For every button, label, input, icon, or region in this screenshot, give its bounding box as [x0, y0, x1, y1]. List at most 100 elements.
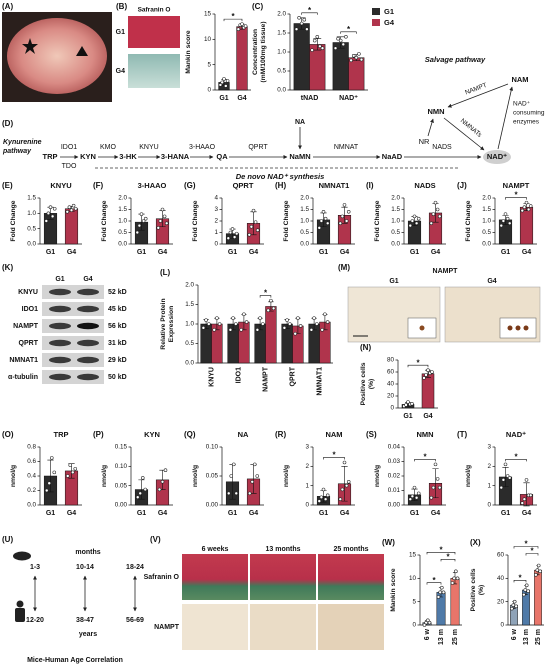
data-point [251, 208, 256, 213]
label: (S) [366, 430, 377, 439]
bar [534, 569, 542, 626]
label: 25 m [452, 629, 459, 645]
bar [293, 23, 310, 91]
data-point [222, 77, 226, 81]
data-point [50, 214, 55, 219]
data-point [302, 17, 307, 22]
y-tick-label: 10 [409, 575, 417, 582]
error-bar [523, 482, 530, 507]
label: 13 m [438, 629, 445, 645]
data-point [454, 569, 458, 574]
label: * [446, 552, 450, 561]
label: G4 [522, 510, 531, 517]
data-point [438, 590, 442, 595]
data-point [520, 208, 525, 213]
y-tick-label: 3 [305, 444, 309, 451]
data-point [323, 216, 328, 221]
label: G4 [67, 249, 76, 256]
label: G1 [389, 278, 398, 285]
data-point [410, 494, 415, 499]
data-point [505, 216, 510, 221]
data-point [507, 221, 512, 226]
label: (X) [470, 538, 481, 547]
data-point [429, 221, 434, 226]
y-tick-label: 0.5 [118, 229, 127, 236]
data-point [244, 320, 249, 324]
data-point [325, 221, 330, 226]
data-point [422, 376, 426, 380]
label: G1 [116, 29, 125, 36]
data-point [416, 216, 421, 221]
blot-band [49, 305, 71, 313]
y-tick-label: 0.0 [118, 241, 127, 248]
joint-photo [7, 18, 107, 94]
bar [265, 306, 277, 364]
y-tick-label: 0.02 [388, 473, 401, 480]
data-point [522, 497, 527, 501]
y-tick-label: 0.5 [277, 68, 286, 75]
stained-cell [515, 325, 521, 331]
data-point [204, 318, 208, 322]
data-point [522, 592, 526, 597]
data-point [231, 462, 236, 467]
label: nmol/g [465, 465, 472, 487]
y-tick-label: 2.0 [185, 282, 194, 289]
significance-bracket [407, 364, 429, 368]
data-point [404, 403, 408, 407]
label: G1 [410, 510, 419, 517]
label: (J) [457, 181, 467, 190]
data-point [424, 620, 428, 625]
bar [450, 578, 460, 626]
y-tick-label: 1.0 [118, 218, 127, 225]
data-point [201, 326, 206, 330]
label: Fold Change [101, 200, 108, 241]
blot-strip [42, 319, 104, 333]
data-point [320, 46, 325, 50]
label: Positive cells [360, 362, 367, 405]
data-point [253, 220, 258, 224]
label: 6 w [511, 628, 518, 640]
data-point [228, 230, 233, 235]
label: tNAD [301, 95, 319, 102]
data-point [266, 308, 270, 313]
legend-swatch [372, 19, 380, 26]
data-point [319, 219, 324, 223]
data-point [431, 485, 436, 490]
triangle-marker [76, 46, 88, 56]
label: IDO1 [61, 144, 77, 151]
label: 52 kD [108, 289, 127, 296]
data-point [232, 235, 237, 239]
data-point [408, 497, 413, 501]
label: G1 [403, 413, 412, 420]
y-tick-label: 0.0 [277, 87, 286, 94]
y-tick-label: 5 [207, 61, 211, 68]
label: 1-3 [30, 564, 40, 571]
data-point [526, 207, 531, 212]
label: 10-14 [76, 564, 94, 571]
data-point [271, 306, 276, 311]
y-tick-label: 1.5 [185, 301, 194, 308]
data-point [141, 219, 146, 223]
y-tick-label: 2.0 [118, 195, 127, 202]
data-point [143, 487, 148, 492]
y-tick-label: 0.2 [27, 487, 36, 494]
data-point [261, 322, 265, 326]
y-tick-label: 3 [214, 206, 218, 213]
blot-band [77, 322, 99, 330]
data-point [351, 54, 356, 58]
data-point [429, 495, 434, 500]
label: Mice-Human Age Correlation [27, 657, 123, 664]
label: G4 [249, 249, 258, 256]
label: NADS [432, 144, 452, 151]
data-point [410, 402, 414, 406]
label: 3-HAAO [189, 144, 216, 151]
label: TRP [43, 152, 58, 161]
label: (%) [478, 585, 485, 596]
label: Fold Change [283, 200, 290, 241]
y-tick-label: 2.0 [391, 195, 400, 202]
data-point [236, 27, 241, 31]
blot-strip [42, 336, 104, 350]
data-point [320, 328, 324, 332]
significance-bracket [223, 18, 243, 22]
y-tick-label: 0.01 [388, 487, 401, 494]
